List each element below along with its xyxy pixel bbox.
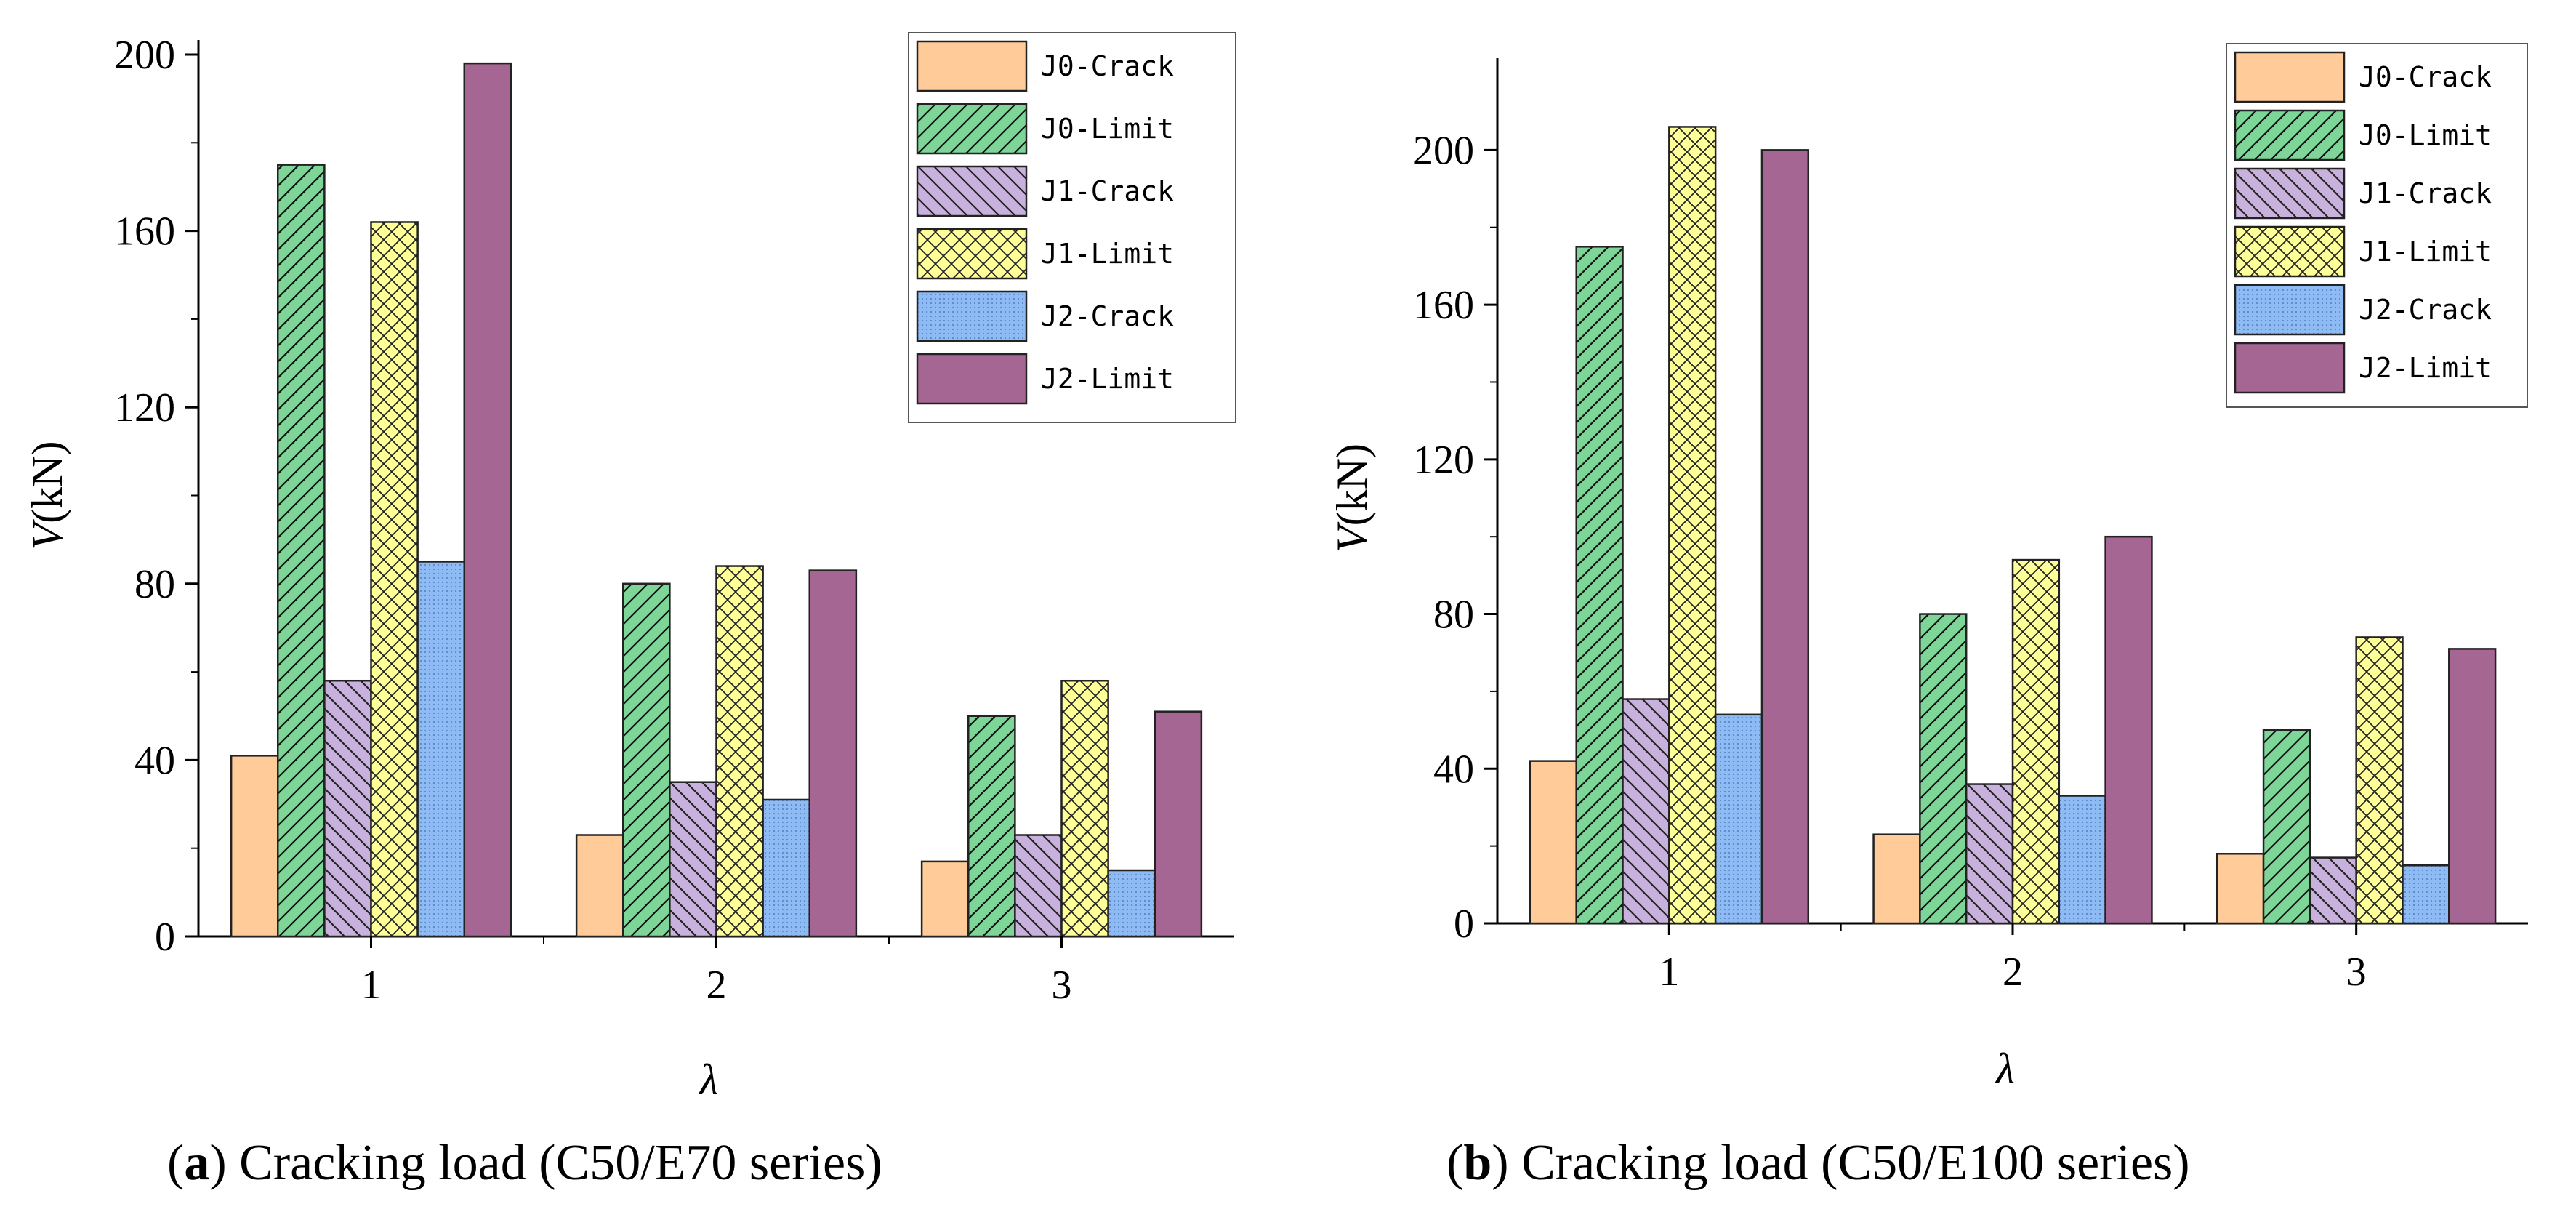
y-tick-label-a: 40 (134, 738, 175, 783)
bar-b-j2-limit-cat1 (1760, 149, 1810, 925)
legend-swatch-j1-crack (916, 165, 1028, 217)
bar-b-j2-crack-cat3 (2402, 864, 2450, 925)
legend-swatch-j2-crack (916, 290, 1028, 342)
caption-b-text: Cracking load (C50/E100 series) (1508, 1135, 2190, 1191)
legend-a: J0-Crack J0-Limit J1-Crack J1-Limit J2-Crack… (908, 32, 1236, 423)
legend-label-j0-crack: J0-Crack (2359, 61, 2492, 93)
caption-b-label: b (1463, 1135, 1492, 1191)
legend-swatch-j2-limit (916, 353, 1028, 405)
x-tick-label-b: 2 (2003, 950, 2023, 995)
legend-swatch-j1-crack (2234, 167, 2346, 220)
x-tick-label-b: 3 (2346, 950, 2367, 995)
bar-b-j2-limit-cat3 (2448, 648, 2497, 925)
bar-b-j2-crack-cat2 (2058, 795, 2106, 925)
legend-swatch-j0-crack (2234, 51, 2346, 103)
legend-label-j0-limit: J0-Limit (1041, 113, 1174, 145)
bar-a-j2-limit-cat2 (808, 569, 858, 938)
legend-label-j1-crack: J1-Crack (2359, 177, 2492, 209)
bar-b-j0-limit-cat2 (1919, 613, 1968, 925)
bar-a-j1-limit-cat1 (370, 221, 419, 938)
legend-swatch-j0-crack (916, 40, 1028, 92)
bar-b-j2-crack-cat1 (1714, 713, 1763, 925)
legend-b: J0-Crack J0-Limit J1-Crack J1-Limit J2-Crack… (2226, 43, 2528, 408)
y-tick-label-b: 40 (1433, 747, 1474, 792)
legend-label-j2-limit: J2-Limit (2359, 352, 2492, 384)
legend-swatch-j0-limit (916, 103, 1028, 155)
x-axis-title-b: λ (1995, 1045, 2015, 1093)
y-tick-label-b: 80 (1433, 593, 1474, 638)
bar-a-j1-crack-cat1 (323, 679, 372, 938)
bar-b-j1-limit-cat3 (2355, 636, 2404, 925)
bar-a-j2-crack-cat1 (416, 561, 465, 938)
bar-b-j0-limit-cat3 (2262, 729, 2311, 925)
bar-a-j2-limit-cat3 (1154, 710, 1203, 938)
bar-a-j0-crack-cat3 (920, 860, 970, 938)
bar-a-j2-crack-cat2 (762, 798, 810, 938)
legend-swatch-j2-crack (2234, 284, 2346, 336)
y-tick-label-a: 0 (155, 915, 175, 960)
x-tick-label-a: 3 (1052, 963, 1072, 1008)
bar-b-j1-limit-cat2 (2011, 558, 2061, 925)
legend-label-j2-limit: J2-Limit (1041, 363, 1174, 395)
bar-b-j0-limit-cat1 (1575, 246, 1624, 925)
y-axis-title-b: V(kN) (1328, 444, 1376, 553)
bar-a-j2-limit-cat1 (463, 62, 512, 938)
y-tick-label-b: 200 (1413, 128, 1474, 173)
bar-a-j0-limit-cat2 (622, 582, 671, 938)
legend-label-j0-limit: J0-Limit (2359, 119, 2492, 151)
caption-a-label: a (184, 1135, 210, 1191)
y-tick-label-b: 120 (1413, 438, 1474, 483)
bar-b-j0-crack-cat2 (1872, 833, 1921, 925)
bar-a-j1-crack-cat2 (669, 781, 717, 938)
bar-a-j1-limit-cat3 (1060, 679, 1109, 938)
legend-swatch-j2-limit (2234, 342, 2346, 394)
y-axis-title-a: V(kN) (23, 441, 71, 550)
x-tick-label-a: 1 (361, 963, 382, 1008)
y-tick-label-a: 80 (134, 562, 175, 607)
y-tick-label-b: 160 (1413, 283, 1474, 328)
legend-label-j1-crack: J1-Crack (1041, 175, 1174, 207)
legend-label-j0-crack: J0-Crack (1041, 50, 1174, 82)
bar-b-j1-crack-cat2 (1965, 783, 2014, 925)
y-tick-label-a: 120 (114, 385, 175, 430)
legend-swatch-j0-limit (2234, 109, 2346, 161)
bar-a-j0-crack-cat1 (230, 755, 279, 938)
y-tick-label-a: 160 (114, 209, 175, 254)
bar-a-j2-crack-cat3 (1107, 869, 1156, 938)
bar-b-j1-crack-cat1 (1622, 698, 1670, 925)
legend-label-j1-limit: J1-Limit (1041, 238, 1174, 270)
y-tick-label-b: 0 (1454, 902, 1474, 947)
caption-a-text: Cracking load (C50/E70 series) (226, 1135, 882, 1191)
bar-a-j1-crack-cat3 (1014, 834, 1063, 938)
bar-b-j0-crack-cat1 (1529, 760, 1577, 925)
bar-a-j0-crack-cat2 (575, 834, 624, 938)
x-tick-label-b: 1 (1659, 950, 1679, 995)
bar-b-j0-crack-cat3 (2215, 853, 2265, 925)
caption-b: (b) Cracking load (C50/E100 series) (1446, 1135, 2190, 1191)
bar-a-j0-limit-cat1 (277, 164, 326, 938)
legend-swatch-j1-limit (2234, 225, 2346, 278)
legend-swatch-j1-limit (916, 228, 1028, 280)
legend-label-j2-crack: J2-Crack (2359, 294, 2492, 326)
legend-label-j1-limit: J1-Limit (2359, 236, 2492, 268)
bar-b-j1-crack-cat3 (2309, 856, 2357, 925)
bar-b-j2-limit-cat2 (2104, 535, 2153, 925)
caption-a: (a) Cracking load (C50/E70 series) (167, 1135, 882, 1191)
y-tick-label-a: 200 (114, 33, 175, 78)
bar-a-j0-limit-cat3 (967, 715, 1016, 938)
x-axis-title-a: λ (699, 1056, 719, 1104)
bar-a-j1-limit-cat2 (715, 565, 764, 938)
bar-b-j1-limit-cat1 (1668, 126, 1717, 925)
x-tick-label-a: 2 (707, 963, 727, 1008)
legend-label-j2-crack: J2-Crack (1041, 300, 1174, 332)
